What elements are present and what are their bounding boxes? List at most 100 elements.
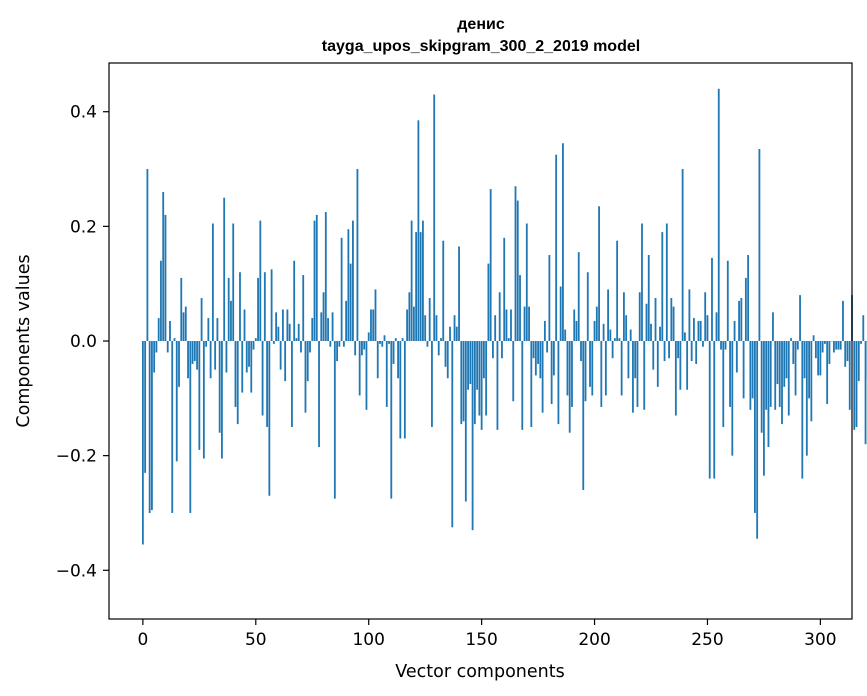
bar-52 [259, 220, 262, 341]
bar-145 [469, 341, 472, 384]
bar-318 [860, 341, 862, 344]
bar-135 [446, 341, 449, 379]
bar-162 [507, 338, 510, 341]
bar-169 [523, 306, 526, 341]
bar-4 [151, 341, 153, 511]
bar-185 [559, 286, 562, 341]
bar-295 [808, 341, 810, 399]
bar-215 [627, 341, 630, 379]
bar-125 [424, 315, 427, 341]
bar-141 [460, 341, 463, 425]
bar-233 [668, 341, 670, 359]
bar-65 [288, 323, 291, 341]
bar-64 [286, 309, 289, 341]
bar-183 [555, 154, 558, 341]
bar-282 [778, 341, 781, 407]
bar-172 [530, 341, 533, 427]
bar-286 [787, 341, 790, 416]
bar-216 [629, 329, 632, 341]
bar-299 [817, 341, 820, 376]
bar-271 [753, 341, 756, 513]
bar-281 [776, 341, 779, 384]
bar-149 [478, 341, 481, 416]
bar-163 [510, 309, 512, 341]
bar-44 [241, 341, 244, 393]
bar-134 [444, 341, 447, 367]
bar-277 [767, 341, 770, 448]
bar-113 [397, 341, 399, 379]
bar-206 [607, 289, 609, 341]
y-axis-ticks: −0.4 −0.2 0.0 0.2 0.4 [56, 103, 109, 581]
bar-77 [315, 214, 318, 341]
bar-284 [783, 341, 786, 387]
x-tick-label-6: 300 [804, 630, 836, 650]
bar-223 [645, 303, 648, 341]
bar-71 [302, 275, 305, 341]
bar-102 [372, 309, 375, 341]
y-tick-label-1: −0.2 [56, 447, 97, 467]
bar-118 [408, 292, 411, 341]
chart-title-line1: денис [457, 16, 505, 33]
bar-197 [586, 272, 589, 341]
bar-285 [785, 341, 788, 379]
bar-264 [738, 300, 740, 341]
bar-252 [711, 257, 713, 341]
bar-199 [591, 341, 594, 396]
bar-298 [814, 341, 817, 359]
bar-220 [638, 292, 641, 341]
bar-12 [169, 320, 171, 341]
bar-244 [693, 318, 695, 341]
bar-8 [160, 260, 162, 341]
bar-188 [566, 341, 569, 396]
bar-150 [480, 341, 483, 430]
bar-62 [281, 309, 284, 341]
bar-263 [735, 341, 738, 373]
bar-288 [792, 341, 795, 364]
bar-198 [589, 341, 591, 387]
bar-11 [166, 341, 169, 353]
bar-6 [155, 341, 158, 353]
bar-111 [392, 341, 395, 364]
bar-301 [821, 341, 824, 353]
bar-104 [376, 341, 379, 379]
bar-122 [417, 120, 420, 341]
bar-80 [322, 292, 325, 341]
bar-311 [844, 341, 847, 367]
bar-309 [839, 341, 842, 350]
bar-294 [805, 341, 808, 456]
bar-29 [207, 318, 210, 341]
bar-170 [525, 223, 528, 341]
bar-313 [848, 341, 851, 410]
bar-9 [162, 191, 165, 341]
bar-58 [272, 341, 275, 344]
x-tick-label-2: 100 [352, 630, 384, 650]
bar-249 [704, 292, 707, 341]
bar-319 [862, 315, 865, 341]
bar-181 [550, 341, 553, 405]
bar-236 [674, 341, 677, 416]
bar-227 [654, 298, 657, 341]
bar-79 [320, 312, 323, 341]
bar-189 [568, 341, 571, 433]
bar-41 [234, 341, 237, 407]
bar-303 [826, 341, 829, 405]
bar-27 [202, 341, 205, 459]
bar-36 [223, 197, 226, 341]
bar-129 [433, 94, 436, 341]
bar-280 [774, 341, 777, 410]
bar-20 [187, 341, 189, 379]
bar-230 [661, 232, 664, 341]
bar-126 [426, 341, 429, 347]
bar-165 [514, 186, 517, 341]
bar-315 [853, 341, 856, 430]
bar-287 [790, 338, 792, 341]
bar-13 [171, 341, 174, 513]
y-tick-label-0: −0.4 [56, 561, 97, 581]
bar-152 [485, 341, 488, 416]
bar-209 [613, 338, 616, 341]
bar-234 [670, 298, 673, 341]
bar-204 [602, 323, 605, 341]
bar-46 [245, 341, 248, 373]
bar-89 [342, 341, 345, 347]
x-tick-label-5: 250 [691, 630, 723, 650]
